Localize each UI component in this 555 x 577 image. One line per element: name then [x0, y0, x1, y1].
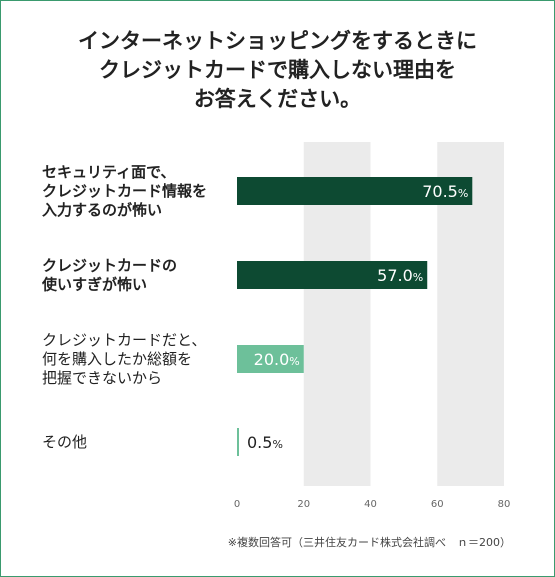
- bar-value-label: 20.0%: [254, 350, 300, 369]
- bar-value-unit: %: [458, 187, 468, 200]
- category-label: クレジットカードの: [42, 257, 177, 275]
- bar-value-unit: %: [272, 438, 282, 451]
- title-line-3: お答えください。: [193, 87, 362, 111]
- bar-value-label: 70.5%: [422, 182, 468, 201]
- bar: [237, 177, 473, 205]
- bar: [237, 261, 428, 289]
- category-label: 何を購入したか総額を: [42, 350, 192, 368]
- x-tick-label: 60: [431, 499, 444, 510]
- chart-title: インターネットショッピングをするときに クレジットカードで購入しない理由を お答…: [0, 27, 555, 114]
- bar: [237, 345, 304, 373]
- category-label: その他: [42, 433, 87, 451]
- bar-value-number: 70.5: [422, 182, 458, 201]
- bar: [237, 428, 239, 456]
- category-label: クレジットカードだと、: [42, 331, 206, 349]
- category-label: 入力するのが怖い: [42, 201, 162, 219]
- bar-value-unit: %: [289, 355, 299, 368]
- category-label: クレジットカード情報を: [42, 182, 207, 200]
- category-label: 使いすぎが怖い: [41, 276, 147, 294]
- bar-value-number: 20.0: [254, 350, 290, 369]
- bar-value-number: 0.5: [247, 433, 272, 452]
- title-line-2: クレジットカードで購入しない理由を: [99, 58, 456, 82]
- x-tick-label: 20: [297, 499, 310, 510]
- category-label: 把握できないから: [42, 369, 162, 387]
- x-tick-label: 80: [498, 499, 511, 510]
- footnote: ※複数回答可（三井住友カード株式会社調べ ｎ＝200）: [227, 536, 511, 549]
- category-label: セキュリティ面で、: [42, 163, 176, 181]
- x-tick-label: 40: [364, 499, 377, 510]
- bar-value-number: 57.0: [377, 266, 413, 285]
- bar-value-label: 0.5%: [247, 433, 283, 452]
- x-tick-label: 0: [234, 499, 240, 510]
- bar-value-unit: %: [413, 271, 423, 284]
- title-line-1: インターネットショッピングをするときに: [78, 29, 477, 53]
- bar-value-label: 57.0%: [377, 266, 423, 285]
